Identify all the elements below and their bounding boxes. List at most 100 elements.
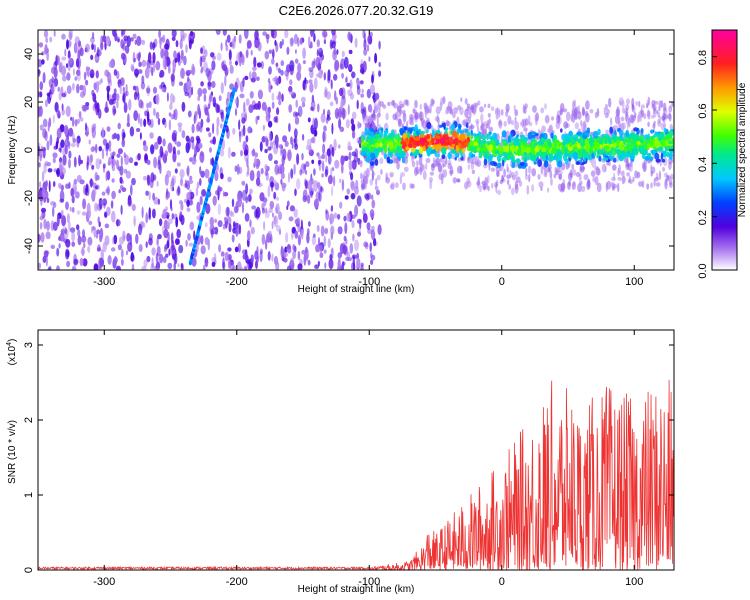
band-halo-speck <box>578 173 582 182</box>
noise-speck <box>172 151 177 163</box>
noise-speck <box>98 221 101 228</box>
band-halo-speck <box>516 176 521 183</box>
noise-speck <box>248 104 254 114</box>
noise-speck <box>240 150 243 157</box>
band-halo-speck <box>418 111 424 121</box>
noise-speck <box>42 255 47 264</box>
noise-speck <box>189 221 195 231</box>
band-halo-speck <box>603 107 606 115</box>
svg-text:(x104): (x104) <box>6 339 18 366</box>
noise-speck <box>78 154 81 167</box>
band-halo-speck <box>626 172 630 177</box>
band-halo-speck <box>501 174 504 182</box>
band-halo-speck <box>429 179 433 190</box>
noise-speck <box>268 66 272 75</box>
band-core-speck <box>519 161 525 166</box>
band-core-speck <box>558 160 563 168</box>
noise-speck <box>284 69 290 77</box>
noise-speck <box>213 252 217 263</box>
noise-speck <box>47 121 50 132</box>
noise-speck <box>339 63 343 70</box>
band-halo-speck <box>532 105 537 113</box>
noise-speck <box>82 229 85 238</box>
noise-speck <box>56 169 60 176</box>
noise-speck <box>304 77 307 84</box>
noise-speck <box>66 85 72 95</box>
noise-speck <box>231 234 235 243</box>
band-halo-speck <box>425 162 428 171</box>
noise-speck <box>351 262 355 270</box>
band-core-speck <box>599 149 604 155</box>
band-halo-speck <box>531 168 537 177</box>
spectrogram-x-axis: -300 -200 -100 0 100 <box>93 30 643 288</box>
noise-speck <box>243 265 247 270</box>
noise-speck <box>354 204 359 217</box>
band-halo-speck <box>403 166 409 173</box>
band-halo-speck <box>415 160 419 166</box>
noise-speck <box>289 64 294 76</box>
band-halo-speck <box>371 113 377 119</box>
band-core-speck <box>441 154 446 160</box>
band-halo-speck <box>398 118 402 126</box>
band-core-speck <box>516 134 519 138</box>
noise-speck <box>79 84 84 91</box>
band-halo-speck <box>459 106 464 116</box>
spectrogram-x-tick-label: -100 <box>358 276 380 288</box>
band-halo-speck <box>554 166 558 176</box>
noise-speck <box>271 58 275 65</box>
noise-speck <box>58 243 61 249</box>
noise-speck <box>102 138 108 146</box>
band-core-speck <box>370 146 376 152</box>
noise-speck <box>297 62 302 73</box>
noise-speck <box>325 151 328 163</box>
band-core-speck <box>469 140 474 147</box>
noise-speck <box>222 190 225 197</box>
noise-speck <box>182 32 187 38</box>
band-core-speck <box>597 128 601 136</box>
noise-speck <box>123 102 128 114</box>
band-halo-speck <box>616 115 621 121</box>
band-halo-speck <box>390 173 393 178</box>
band-halo-speck <box>541 125 546 133</box>
noise-speck <box>301 152 304 161</box>
noise-speck <box>76 58 80 66</box>
noise-speck <box>41 170 45 182</box>
noise-speck <box>347 141 351 150</box>
band-halo-speck <box>364 114 369 121</box>
noise-speck <box>162 256 167 264</box>
noise-speck <box>175 40 179 48</box>
streak-point <box>232 87 236 93</box>
noise-speck <box>153 42 156 49</box>
noise-speck <box>340 263 344 270</box>
noise-speck <box>313 180 318 192</box>
noise-speck <box>38 233 41 243</box>
band-halo-speck <box>544 114 550 124</box>
noise-speck <box>180 262 184 269</box>
noise-speck <box>188 138 191 150</box>
band-core-speck <box>649 137 653 143</box>
noise-speck <box>96 49 102 57</box>
noise-speck <box>106 85 111 93</box>
noise-speck <box>347 31 352 41</box>
noise-speck <box>309 41 313 49</box>
noise-speck <box>193 230 196 241</box>
noise-speck <box>322 130 325 143</box>
band-core-speck <box>658 133 661 141</box>
noise-speck <box>348 151 352 161</box>
noise-speck <box>128 99 132 111</box>
noise-speck <box>216 104 221 113</box>
band-core-speck <box>394 133 400 140</box>
noise-speck <box>67 221 71 232</box>
band-core-speck <box>502 159 505 167</box>
noise-speck <box>261 207 266 214</box>
noise-speck <box>76 137 80 148</box>
noise-speck <box>286 205 289 210</box>
noise-speck <box>107 79 112 87</box>
noise-speck <box>264 50 270 60</box>
noise-speck <box>270 85 273 90</box>
noise-speck <box>326 148 331 157</box>
noise-speck <box>155 111 160 119</box>
band-core-speck <box>370 152 376 159</box>
band-halo-speck <box>538 181 544 188</box>
noise-speck <box>319 252 324 259</box>
